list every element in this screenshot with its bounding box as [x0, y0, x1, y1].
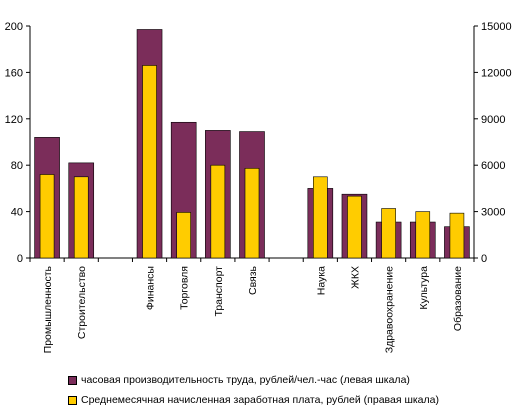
legend: часовая производительность труда, рублей… — [68, 370, 439, 410]
right-tick-label: 3000 — [481, 207, 505, 219]
bar-salary — [142, 65, 157, 259]
left-tick-label: 0 — [17, 253, 23, 265]
left-tick-label: 200 — [5, 21, 23, 33]
right-tick-label: 12000 — [481, 67, 512, 79]
category-label: Наука — [315, 266, 327, 295]
category-label: Образование — [452, 266, 464, 331]
legend-item-productivity: часовая производительность труда, рублей… — [68, 370, 439, 390]
legend-swatch-salary — [68, 395, 77, 405]
right-tick-label: 6000 — [481, 160, 505, 172]
plot-area: 0 40 80 120 160 200 0 3000 6000 9000 12000 15000 Про… — [5, 21, 512, 353]
bar-salary — [176, 212, 191, 259]
right-tick-label: 9000 — [481, 114, 505, 126]
category-label: Финансы — [145, 266, 157, 310]
category-label: Промышленность — [42, 265, 54, 353]
category-label: Культура — [418, 266, 430, 310]
category-label: Торговля — [179, 266, 191, 310]
category-label: Транспорт — [213, 266, 225, 317]
legend-label-productivity: часовая производительность труда, рублей… — [81, 374, 410, 386]
bar-salary — [313, 176, 328, 259]
legend-item-salary: Среднемесячная начисленная заработная пл… — [68, 390, 439, 410]
bar-salary — [415, 211, 431, 259]
category-label: Связь — [247, 265, 259, 295]
legend-swatch-productivity — [68, 375, 77, 385]
left-tick-label: 120 — [5, 114, 23, 126]
bar-salary — [381, 208, 396, 259]
category-label: Строительство — [76, 266, 88, 339]
right-tick-label: 0 — [481, 253, 487, 265]
category-label: Здравоохранение — [384, 266, 396, 353]
legend-label-salary: Среднемесячная начисленная заработная пл… — [81, 394, 439, 406]
bar-salary — [39, 174, 55, 259]
category-label: ЖКХ — [349, 266, 361, 289]
bar-salary — [73, 176, 89, 259]
bar-salary — [244, 167, 260, 259]
left-tick-label: 80 — [11, 160, 23, 172]
left-tick-label: 160 — [5, 67, 23, 79]
right-tick-label: 15000 — [481, 21, 512, 33]
bar-salary — [210, 164, 226, 259]
left-tick-label: 40 — [11, 207, 23, 219]
bar-salary — [449, 212, 465, 259]
bar-salary — [347, 195, 362, 259]
